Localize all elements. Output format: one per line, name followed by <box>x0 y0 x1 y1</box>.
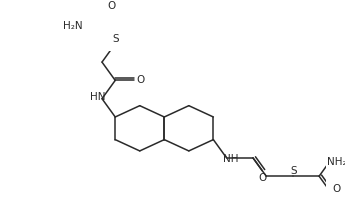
Text: O: O <box>333 184 341 194</box>
Text: S: S <box>113 34 119 43</box>
Text: H₂N: H₂N <box>63 21 83 30</box>
Text: NH: NH <box>223 154 238 164</box>
Text: O: O <box>258 172 266 183</box>
Text: O: O <box>107 1 115 11</box>
Text: NH₂: NH₂ <box>327 157 345 167</box>
Text: S: S <box>290 166 297 176</box>
Text: O: O <box>136 75 145 85</box>
Text: HN: HN <box>90 92 106 102</box>
